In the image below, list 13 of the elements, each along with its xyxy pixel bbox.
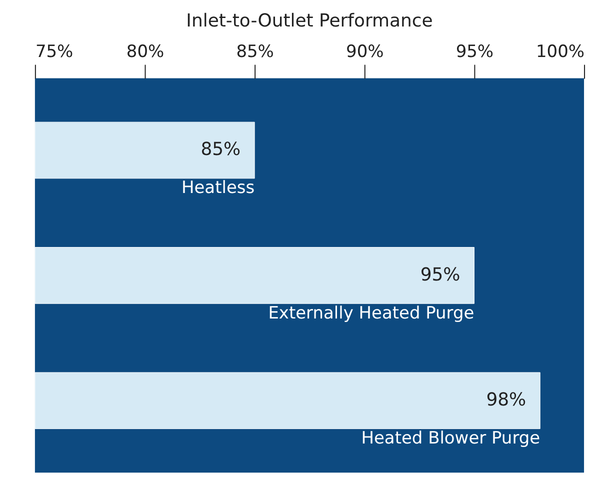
y-tick-label: Heatless [181, 178, 255, 198]
x-tick-label: 85% [236, 42, 274, 62]
x-tick-label: 95% [456, 42, 494, 62]
x-tick-label: 90% [346, 42, 384, 62]
data-label: 98% [486, 390, 526, 411]
x-tick-label: 100% [536, 42, 585, 62]
y-tick-label: Heated Blower Purge [361, 428, 540, 449]
y-tick-label: Externally Heated Purge [268, 303, 474, 324]
chart-title: Inlet-to-Outlet Performance [186, 10, 433, 32]
data-label: 85% [200, 139, 241, 160]
data-label: 95% [420, 264, 460, 286]
x-tick-label: 75% [35, 42, 74, 62]
x-tick-label: 80% [126, 42, 164, 62]
